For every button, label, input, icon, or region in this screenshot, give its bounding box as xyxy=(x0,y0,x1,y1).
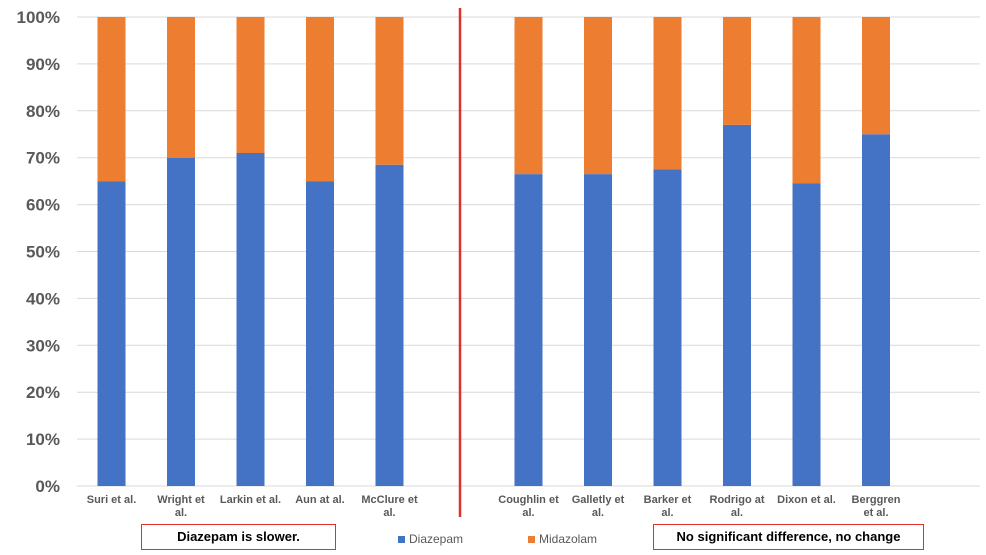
y-tick-label: 80% xyxy=(26,102,60,121)
x-tick-label: al. xyxy=(592,507,604,519)
bar-midazolam xyxy=(306,17,334,182)
annotation-right-text: No significant difference, no change xyxy=(676,529,901,544)
annotation-left: Diazepam is slower. xyxy=(141,524,336,550)
bar-midazolam xyxy=(97,17,126,182)
annotation-right: No significant difference, no change xyxy=(653,524,924,550)
x-tick-label: al. xyxy=(731,507,743,519)
legend-diazepam: Diazepam xyxy=(398,532,463,546)
bar-diazepam xyxy=(306,181,334,486)
y-tick-label: 0% xyxy=(35,477,60,496)
bar-diazepam xyxy=(514,174,543,487)
bar-midazolam xyxy=(167,17,195,158)
x-tick-label: McClure et xyxy=(361,494,418,506)
bar-diazepam xyxy=(236,153,265,486)
bar-midazolam xyxy=(653,17,682,170)
x-tick-label: al. xyxy=(522,507,534,519)
legend-midazolam-swatch xyxy=(528,535,535,543)
bar-midazolam xyxy=(514,17,543,175)
bar-diazepam xyxy=(792,183,821,486)
bar-diazepam xyxy=(584,174,612,487)
x-tick-label: Dixon et al. xyxy=(777,494,836,506)
bar-midazolam xyxy=(584,17,612,175)
x-tick-label: al. xyxy=(383,507,395,519)
y-tick-label: 90% xyxy=(26,55,60,74)
legend-midazolam: Midazolam xyxy=(528,532,597,546)
bar-midazolam xyxy=(862,17,890,135)
bar-diazepam xyxy=(167,157,195,486)
x-tick-label: Rodrigo at xyxy=(710,494,765,506)
x-tick-label: Larkin et al. xyxy=(220,494,281,506)
y-tick-label: 60% xyxy=(26,196,60,215)
bar-midazolam xyxy=(723,17,751,125)
x-tick-label: Wright et xyxy=(157,494,205,506)
bar-diazepam xyxy=(375,164,404,487)
bar-diazepam xyxy=(723,124,751,487)
y-tick-label: 50% xyxy=(26,243,60,262)
x-tick-label: al. xyxy=(661,507,673,519)
bar-midazolam xyxy=(792,17,821,184)
bar-midazolam xyxy=(375,17,404,165)
x-tick-label: Berggren xyxy=(852,494,901,506)
y-tick-label: 30% xyxy=(26,336,60,355)
y-tick-label: 20% xyxy=(26,383,60,402)
bar-diazepam xyxy=(862,134,890,486)
x-tick-label: Galletly et xyxy=(572,494,625,506)
y-tick-label: 100% xyxy=(17,8,60,27)
x-tick-label: Aun at al. xyxy=(295,494,345,506)
x-tick-label: Suri et al. xyxy=(87,494,137,506)
bar-diazepam xyxy=(97,181,126,486)
y-tick-label: 40% xyxy=(26,289,60,308)
legend-midazolam-label: Midazolam xyxy=(539,532,598,546)
x-tick-label: Barker et xyxy=(644,494,692,506)
x-tick-label: et al. xyxy=(863,507,888,519)
legend-diazepam-swatch xyxy=(398,535,405,543)
bar-midazolam xyxy=(236,17,265,154)
y-tick-label: 70% xyxy=(26,149,60,168)
legend-diazepam-label: Diazepam xyxy=(409,532,464,546)
annotation-left-text: Diazepam is slower. xyxy=(177,529,300,544)
x-tick-label: Coughlin et xyxy=(498,494,559,506)
y-tick-label: 10% xyxy=(26,430,60,449)
bar-diazepam xyxy=(653,169,682,487)
x-tick-label: al. xyxy=(175,507,187,519)
